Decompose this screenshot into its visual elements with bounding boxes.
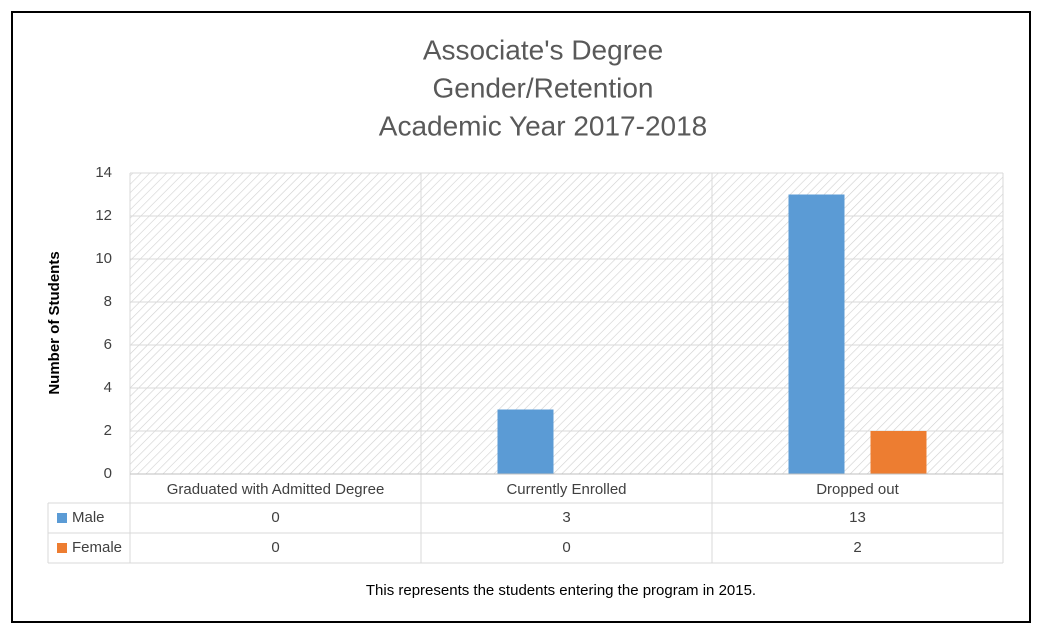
y-tick-label: 10 xyxy=(95,250,112,267)
table-value: 0 xyxy=(271,509,279,526)
table-value: 0 xyxy=(271,539,279,556)
y-axis-label: Number of Students xyxy=(46,251,63,394)
bar xyxy=(788,194,845,474)
legend-label: Male xyxy=(72,509,105,526)
y-tick-label: 8 xyxy=(104,293,112,310)
table-value: 0 xyxy=(562,539,570,556)
chart-title: Associate's Degree xyxy=(423,34,663,65)
x-tick-label: Dropped out xyxy=(816,481,899,498)
y-tick-label: 0 xyxy=(104,465,112,482)
x-tick-label: Graduated with Admitted Degree xyxy=(167,481,385,498)
bar xyxy=(870,431,927,474)
bar xyxy=(497,409,554,474)
y-tick-label: 14 xyxy=(95,164,112,181)
y-tick-label: 6 xyxy=(104,336,112,353)
legend-swatch xyxy=(57,543,67,553)
caption: This represents the students entering th… xyxy=(366,582,756,599)
y-tick-label: 4 xyxy=(104,379,112,396)
chart-title: Academic Year 2017-2018 xyxy=(379,110,707,141)
legend-label: Female xyxy=(72,539,122,556)
plot-area xyxy=(130,173,1003,474)
table-value: 3 xyxy=(562,509,570,526)
table-value: 2 xyxy=(853,539,861,556)
chart-title: Gender/Retention xyxy=(432,72,653,103)
legend-swatch xyxy=(57,513,67,523)
y-tick-label: 2 xyxy=(104,422,112,439)
table-value: 13 xyxy=(849,509,866,526)
x-tick-label: Currently Enrolled xyxy=(506,481,626,498)
y-tick-label: 12 xyxy=(95,207,112,224)
